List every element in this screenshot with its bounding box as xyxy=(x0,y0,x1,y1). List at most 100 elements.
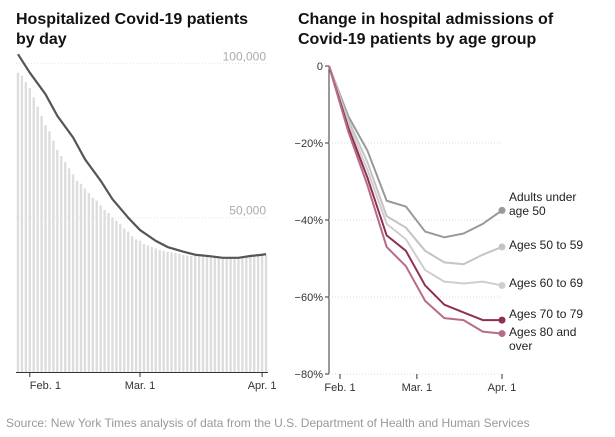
bar-day-63 xyxy=(264,255,268,372)
right-x-tick-label-1: Mar. 1 xyxy=(402,382,433,394)
left-x-tick-label-2: Apr. 1 xyxy=(248,380,277,392)
bar-day-25 xyxy=(115,220,118,372)
bar-day-22 xyxy=(103,210,106,372)
bar-day-18 xyxy=(87,193,91,372)
series-label-2-line-0: Ages 60 to 69 xyxy=(509,276,583,290)
bar-day-6 xyxy=(40,115,43,372)
series-line-2 xyxy=(328,65,503,287)
bar-day-8 xyxy=(48,131,51,372)
bar-day-51 xyxy=(217,257,220,372)
bar-day-10 xyxy=(56,149,59,372)
right-chart-title: Change in hospital admissions of Covid-1… xyxy=(298,10,598,50)
series-end-dot-1 xyxy=(498,243,506,251)
bar-day-54 xyxy=(229,257,232,372)
right-y-tick-label-1: −20% xyxy=(295,138,324,150)
bar-day-0 xyxy=(16,72,20,372)
bar-day-48 xyxy=(205,256,209,372)
bar-day-39 xyxy=(170,252,173,372)
bar-day-41 xyxy=(178,253,181,372)
hospitalized-trend-line xyxy=(17,53,267,259)
bar-day-37 xyxy=(162,250,165,372)
bar-day-34 xyxy=(150,247,154,372)
left-x-tick-label-0: Feb. 1 xyxy=(30,380,61,392)
series-end-dot-4 xyxy=(498,330,506,338)
left-title-line-2: by day xyxy=(16,31,67,48)
bar-day-17 xyxy=(83,188,87,372)
bar-day-24 xyxy=(111,217,114,372)
bar-day-3 xyxy=(28,88,31,372)
bar-day-27 xyxy=(123,228,126,372)
bar-day-21 xyxy=(99,205,102,372)
charts-canvas: 100,000 50,000 Feb. 1 Mar. 1 Apr. 1 0 −20% −40%… xyxy=(16,49,583,394)
bar-day-20 xyxy=(95,200,98,372)
series-line-0 xyxy=(328,65,503,239)
bar-day-55 xyxy=(233,257,236,372)
left-x-tick-label-1: Mar. 1 xyxy=(125,380,156,392)
bar-day-13 xyxy=(67,168,71,372)
series-end-dot-2 xyxy=(498,281,506,289)
bar-day-62 xyxy=(260,255,264,372)
bar-day-28 xyxy=(127,231,130,372)
series-end-dot-3 xyxy=(498,316,506,324)
series-label-4-line-1: over xyxy=(509,339,532,353)
bar-day-29 xyxy=(130,236,134,372)
left-chart-title: Hospitalized Covid-19 patients by day xyxy=(16,10,286,50)
bar-day-57 xyxy=(241,256,244,372)
right-x-tick-label-0: Feb. 1 xyxy=(324,382,355,394)
bar-day-56 xyxy=(237,257,240,372)
bar-day-9 xyxy=(52,140,55,372)
right-x-tick-label-2: Apr. 1 xyxy=(488,382,517,394)
bar-day-30 xyxy=(134,239,138,372)
left-y-tick-label-1: 50,000 xyxy=(229,204,266,218)
bar-day-35 xyxy=(154,248,157,372)
bar-day-61 xyxy=(256,255,260,372)
bar-day-14 xyxy=(71,174,75,372)
right-y-tick-label-3: −60% xyxy=(295,292,324,304)
left-y-tick-label-0: 100,000 xyxy=(223,49,267,63)
left-title-line-1: Hospitalized Covid-19 patients xyxy=(16,11,249,28)
right-y-tick-label-4: −80% xyxy=(295,369,324,381)
bar-day-43 xyxy=(186,255,189,372)
bar-day-16 xyxy=(79,183,83,372)
bar-day-2 xyxy=(24,81,28,372)
bar-day-44 xyxy=(190,255,193,372)
bar-day-38 xyxy=(166,251,169,372)
bar-day-50 xyxy=(213,257,217,372)
bar-day-26 xyxy=(119,223,122,372)
series-line-3 xyxy=(328,65,502,322)
bar-day-12 xyxy=(64,162,67,372)
series-label-3-line-0: Ages 70 to 79 xyxy=(509,307,583,321)
right-title-line-2: Covid-19 patients by age group xyxy=(298,31,537,48)
series-line-1 xyxy=(328,65,503,266)
bar-day-42 xyxy=(182,254,185,372)
bar-day-5 xyxy=(36,106,39,372)
series-end-dot-0 xyxy=(498,206,506,214)
bar-day-7 xyxy=(44,125,47,373)
bar-day-45 xyxy=(193,255,197,372)
series-line-4 xyxy=(328,65,503,335)
series-label-4-line-0: Ages 80 and xyxy=(509,325,576,339)
right-y-tick-label-0: 0 xyxy=(317,61,323,73)
bar-day-40 xyxy=(174,253,177,372)
bar-day-19 xyxy=(91,197,94,372)
source-note: Source: New York Times analysis of data … xyxy=(6,416,530,430)
bar-day-53 xyxy=(225,257,228,372)
bar-day-4 xyxy=(32,97,35,372)
series-label-0-line-1: age 50 xyxy=(509,204,546,218)
bar-day-32 xyxy=(142,243,146,372)
bar-day-36 xyxy=(158,250,161,372)
bar-day-1 xyxy=(20,75,24,373)
bar-day-23 xyxy=(107,213,110,372)
bar-day-11 xyxy=(60,156,63,372)
bar-day-33 xyxy=(146,245,150,372)
bar-day-15 xyxy=(75,180,79,372)
bar-day-31 xyxy=(138,240,142,372)
series-label-1-line-0: Ages 50 to 59 xyxy=(509,238,583,252)
bar-day-60 xyxy=(253,255,256,372)
bar-day-52 xyxy=(221,257,224,372)
bar-day-58 xyxy=(245,256,248,372)
bar-day-46 xyxy=(197,256,201,372)
right-title-line-1: Change in hospital admissions of xyxy=(298,11,554,28)
right-y-tick-label-2: −40% xyxy=(295,215,324,227)
bar-day-59 xyxy=(249,256,252,372)
